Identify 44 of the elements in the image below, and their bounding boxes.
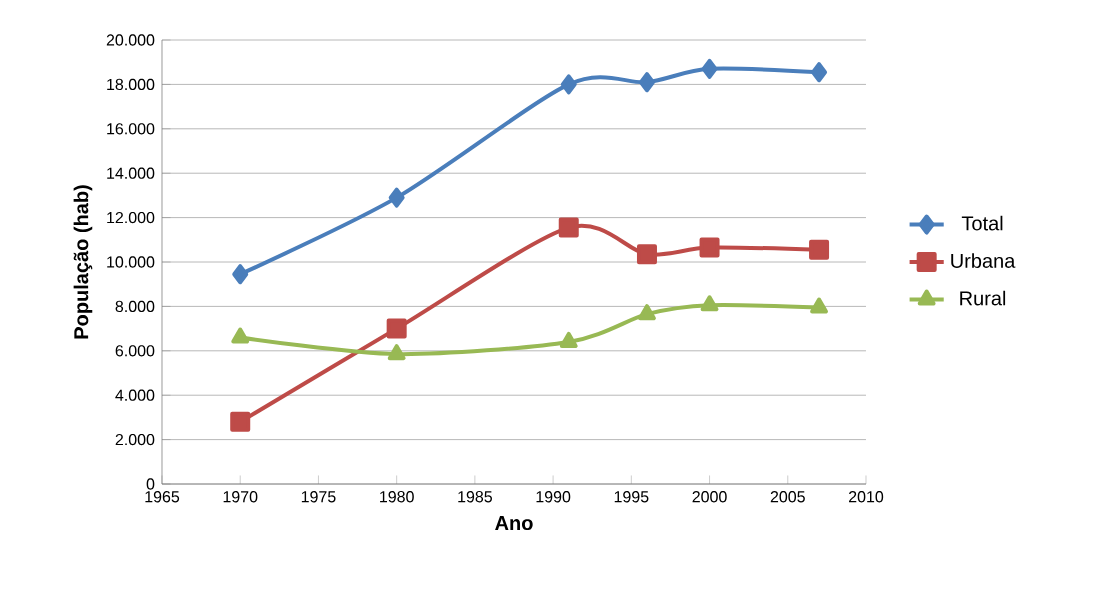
point [700, 295, 719, 312]
y-tick-label: 4.000 [115, 389, 155, 401]
x-tick-label: 1995 [614, 491, 649, 503]
y-tick-label: 0 [146, 478, 155, 490]
x-tick-label: 1970 [223, 491, 258, 503]
point [232, 264, 249, 285]
point [559, 331, 578, 348]
legend-label: Urbana [951, 253, 1016, 268]
point [809, 239, 830, 260]
point [230, 411, 251, 432]
y-tick-label: 2.000 [115, 433, 155, 446]
y-tick-label: 18.000 [107, 78, 155, 91]
x-axis-title: Ano [495, 516, 533, 531]
x-tick-label: 2005 [770, 491, 805, 503]
point [387, 344, 406, 361]
x-tick-label: 1985 [458, 491, 492, 503]
point [811, 62, 828, 83]
point [701, 58, 718, 79]
y-tick-label: 10.000 [107, 256, 155, 268]
y-tick-label: 20.000 [106, 34, 155, 46]
x-tick-label: 1980 [380, 491, 414, 503]
y-tick-label: 8.000 [115, 300, 155, 313]
y-axis-title: População (hab) [73, 185, 93, 339]
x-tick-label: 2000 [692, 491, 727, 503]
x-tick-label: 1990 [536, 491, 571, 503]
point [386, 318, 407, 339]
point [638, 72, 655, 93]
y-tick-label: 16.000 [107, 123, 155, 135]
point [388, 187, 405, 208]
point [560, 74, 577, 95]
legend-label: Rural [960, 290, 1006, 306]
point [638, 304, 656, 321]
point [699, 237, 720, 258]
x-tick-label: 1965 [145, 491, 180, 503]
point [558, 217, 579, 238]
y-tick-label: 12.000 [107, 211, 155, 224]
x-tick-label: 1975 [301, 491, 336, 503]
legend-label: Total [961, 215, 1003, 231]
point [810, 297, 828, 314]
point [636, 244, 657, 265]
y-tick-label: 6.000 [115, 345, 155, 357]
point [231, 327, 250, 344]
y-tick-label: 14.000 [107, 167, 155, 179]
x-tick-label: 2010 [849, 491, 884, 503]
